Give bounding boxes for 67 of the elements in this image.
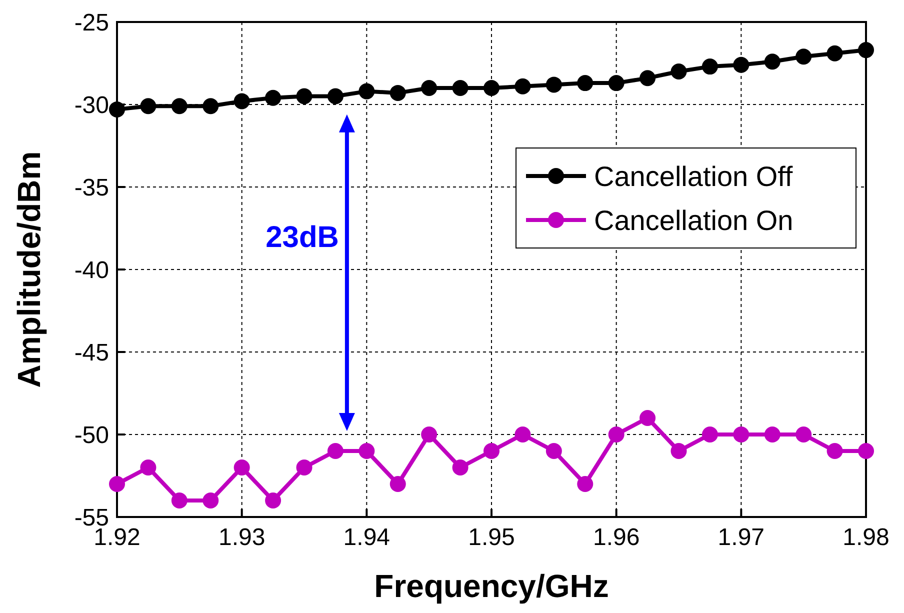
point [826,45,843,62]
point [577,75,594,92]
x-tick-label: 1.93 [218,524,266,551]
y-tick-label: -50 [74,422,109,449]
point [484,80,500,96]
point [514,426,531,442]
x-tick-label: 1.97 [718,524,765,551]
x-tick-label: 1.98 [842,524,890,551]
y-tick-label: -25 [74,9,109,36]
point [202,492,219,508]
x-tick-label: 1.94 [343,524,390,551]
point [640,70,656,86]
point [608,426,624,442]
point [796,426,812,442]
point [670,64,687,80]
point [608,75,624,92]
point [702,426,718,442]
point [670,443,687,459]
point [452,460,468,476]
point [421,80,438,96]
point [858,443,874,459]
x-axis-title: Frequency/GHz [374,568,609,604]
point [390,84,406,101]
y-tick-label: -40 [74,256,109,284]
y-tick-label: -35 [74,174,109,202]
point [702,58,718,75]
point [296,460,312,476]
point [421,426,438,442]
point [265,90,282,106]
point [358,83,375,100]
point [140,98,156,114]
point [202,98,219,114]
point [327,443,344,459]
point [764,54,780,70]
point [109,476,125,492]
legend-label: Cancellation Off [594,160,793,192]
point [327,88,344,104]
point [858,42,874,58]
point [358,443,375,459]
point [109,101,125,118]
point [796,48,812,65]
point [640,410,656,426]
point [296,88,312,104]
point [140,460,156,476]
x-tick-label: 1.96 [592,524,640,551]
y-tick-label: -45 [74,339,109,366]
point [764,426,780,442]
point [733,56,750,73]
point [577,476,594,492]
point [390,476,406,492]
point [234,460,250,476]
point [546,443,562,459]
point [265,492,282,508]
legend-label: Cancellation On [594,204,794,236]
point [171,98,188,114]
point [546,76,562,93]
point [234,93,250,110]
point [733,426,750,442]
x-tick-label: 1.95 [468,524,515,551]
point [826,443,843,459]
annotation: 23dB [266,221,339,254]
y-axis-title: Amplitude/dBm [11,151,47,388]
point [484,443,500,459]
point [171,492,188,508]
point [514,78,531,94]
y-tick-label: -30 [74,92,109,119]
point [452,80,468,96]
